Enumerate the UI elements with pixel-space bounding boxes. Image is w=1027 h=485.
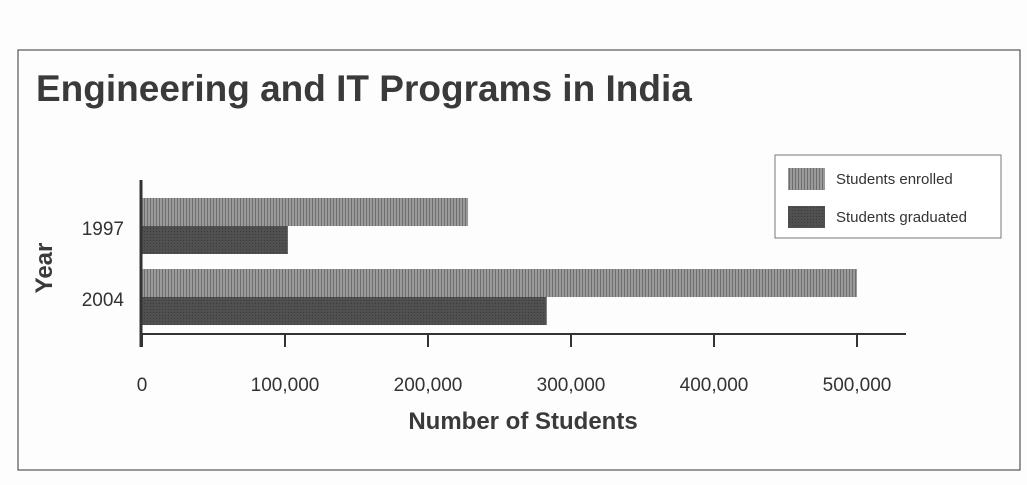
x-tick-label: 200,000 [394,375,463,396]
legend-label: Students graduated [836,209,967,226]
bar-2004-graduated [142,297,547,325]
legend-swatch-graduated [788,206,825,228]
y-tick-label: 2004 [82,290,125,311]
y-axis-label: Year [31,243,58,294]
x-tick-label: 500,000 [823,375,892,396]
y-tick-label: 1997 [82,219,124,240]
x-tick-label: 0 [137,375,148,396]
x-tick-label: 400,000 [680,375,749,396]
x-tick-label: 100,000 [251,375,320,396]
legend-swatch-enrolled [788,168,825,190]
bar-1997-enrolled [142,198,469,226]
legend-label: Students enrolled [836,171,953,188]
legend: Students enrolled Students graduated [774,154,1002,239]
chart-title: Engineering and IT Programs in India [36,68,692,109]
x-axis-label: Number of Students [408,408,637,435]
bar-2004-enrolled [142,269,857,297]
bar-1997-graduated [142,226,288,254]
x-tick-label: 300,000 [537,375,606,396]
chart-frame [17,49,1021,471]
